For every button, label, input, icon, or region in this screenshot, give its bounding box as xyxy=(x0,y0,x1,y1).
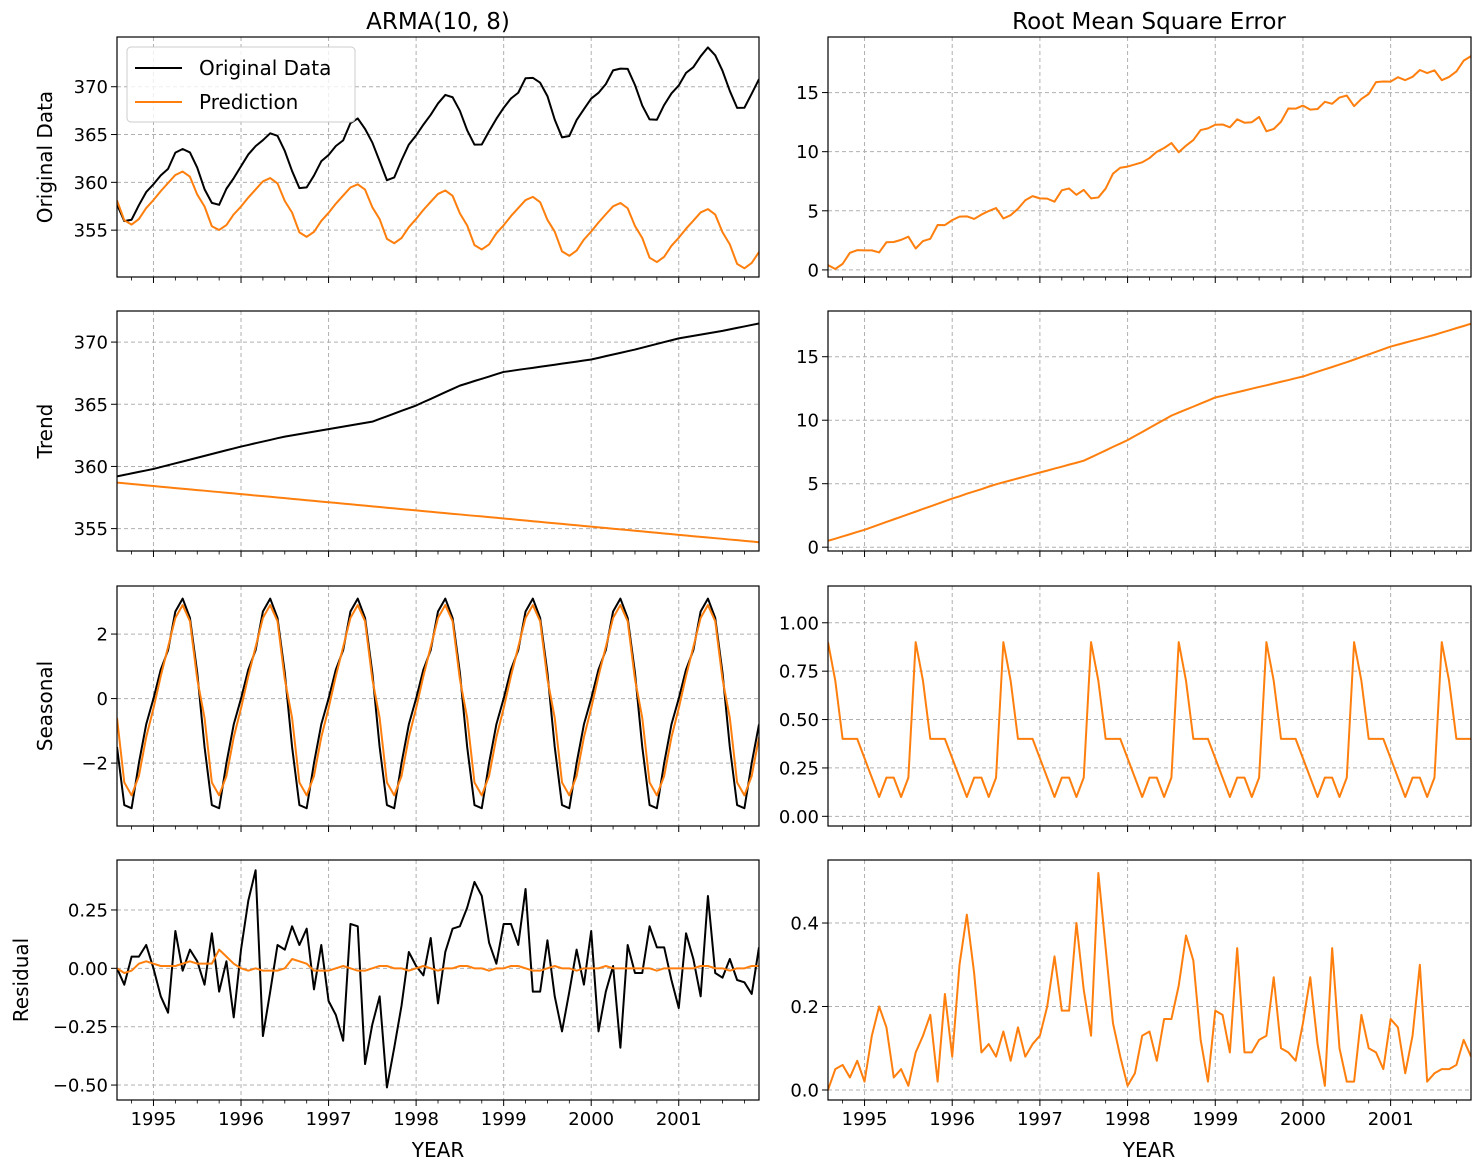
y-tick-label: 15 xyxy=(796,347,819,368)
y-tick-label: 0.2 xyxy=(790,997,819,1018)
axes-frame xyxy=(116,36,760,278)
panel-1-left: 355 360 365 370 Trend xyxy=(33,310,760,557)
y-tick-label: 370 xyxy=(74,333,108,354)
y-tick-label: 0.25 xyxy=(68,900,108,921)
legend-label: Prediction xyxy=(199,90,298,114)
y-axis-label: Seasonal xyxy=(33,661,57,751)
axes-frame xyxy=(827,859,1472,1101)
panel-2-right: 0.00 0.25 0.50 0.75 1.00 xyxy=(779,585,1472,832)
y-tick-label: 0.75 xyxy=(779,662,819,683)
y-tick-label: 360 xyxy=(74,457,108,478)
y-tick-label: 370 xyxy=(74,77,108,98)
x-tick-label: 1996 xyxy=(218,1109,264,1130)
panel-1-right: 0 5 10 15 xyxy=(796,310,1472,559)
x-tick-label: 1998 xyxy=(1105,1109,1151,1130)
x-tick-label: 1995 xyxy=(842,1109,888,1130)
axes-frame xyxy=(116,310,760,552)
left-column-title: ARMA(10, 8) xyxy=(366,9,510,35)
y-tick-label: 0.4 xyxy=(790,914,819,935)
y-tick-label: 0.50 xyxy=(779,710,819,731)
x-tick-label: 1998 xyxy=(393,1109,439,1130)
y-tick-label: 360 xyxy=(74,173,108,194)
right-x-axis-label: YEAR xyxy=(1122,1138,1176,1162)
panel-3-left: 1995 1996 1997 1998 1999 2000 2001 −0.50 −0.25 0.… xyxy=(9,859,760,1130)
x-tick-label: 1999 xyxy=(481,1109,527,1130)
legend-box xyxy=(126,46,356,123)
y-tick-label: 0.25 xyxy=(779,758,819,779)
x-tick-label: 1997 xyxy=(306,1109,352,1130)
series-line-prediction xyxy=(117,948,759,974)
series-line-original-data xyxy=(117,46,759,223)
axes-frame xyxy=(827,585,1472,827)
y-axis-label: Original Data xyxy=(33,91,57,223)
axes-frame xyxy=(827,310,1472,552)
y-tick-label: 5 xyxy=(808,201,819,222)
y-tick-label: 0.0 xyxy=(790,1080,819,1101)
x-tick-label: 2000 xyxy=(568,1109,614,1130)
left-x-axis-label: YEAR xyxy=(411,1138,465,1162)
x-tick-label: 2001 xyxy=(656,1109,702,1130)
panel-0-right: 0 5 10 15 xyxy=(796,36,1472,283)
y-axis-label: Residual xyxy=(9,938,33,1022)
y-tick-label: −0.50 xyxy=(53,1076,108,1097)
series-line-prediction xyxy=(117,481,759,544)
series-line-rmse xyxy=(828,871,1471,1091)
right-column-title: Root Mean Square Error xyxy=(1012,9,1286,35)
x-tick-label: 1996 xyxy=(929,1109,975,1130)
x-tick-label: 2000 xyxy=(1280,1109,1326,1130)
y-tick-label: 0 xyxy=(97,689,108,710)
y-tick-label: 365 xyxy=(74,395,108,416)
axes-frame xyxy=(116,859,760,1101)
x-tick-label: 2001 xyxy=(1368,1109,1414,1130)
y-tick-label: 15 xyxy=(796,83,819,104)
y-tick-label: −0.25 xyxy=(53,1017,108,1038)
y-tick-label: 355 xyxy=(74,519,108,540)
y-axis-label: Trend xyxy=(33,404,57,460)
y-tick-label: 2 xyxy=(97,625,108,646)
panel-2-left: −2 0 2 Seasonal xyxy=(33,585,760,832)
x-tick-label: 1997 xyxy=(1017,1109,1063,1130)
y-tick-label: 10 xyxy=(796,411,819,432)
y-tick-label: 0 xyxy=(808,260,819,281)
legend-label: Original Data xyxy=(199,56,331,80)
axes-frame xyxy=(116,585,760,827)
x-tick-label: 1999 xyxy=(1192,1109,1238,1130)
series-line-rmse xyxy=(828,641,1471,798)
axes-frame xyxy=(827,36,1472,278)
series-line-original-data xyxy=(117,869,759,1089)
y-tick-label: 365 xyxy=(74,125,108,146)
y-tick-label: 0.00 xyxy=(68,959,108,980)
series-line-original-data xyxy=(117,322,759,478)
y-tick-label: 5 xyxy=(808,474,819,495)
series-line-rmse xyxy=(828,322,1471,542)
y-tick-label: 1.00 xyxy=(779,613,819,634)
y-tick-label: 0 xyxy=(808,538,819,559)
legend: Original Data Prediction xyxy=(126,46,356,123)
series-line-prediction xyxy=(117,604,759,797)
panel-3-right: 1995 1996 1997 1998 1999 2000 2001 0.0 0.2 0.4 xyxy=(790,859,1472,1130)
series-line-rmse xyxy=(828,55,1471,270)
panel-0-left: 355 360 365 370 Original Data Original Data Pr… xyxy=(33,36,760,283)
series-line-original-data xyxy=(117,597,759,810)
series-line-prediction xyxy=(117,170,759,270)
y-tick-label: 0.00 xyxy=(779,807,819,828)
y-tick-label: 355 xyxy=(74,221,108,242)
y-tick-label: −2 xyxy=(81,754,108,775)
y-tick-label: 10 xyxy=(796,142,819,163)
x-tick-label: 1995 xyxy=(131,1109,177,1130)
